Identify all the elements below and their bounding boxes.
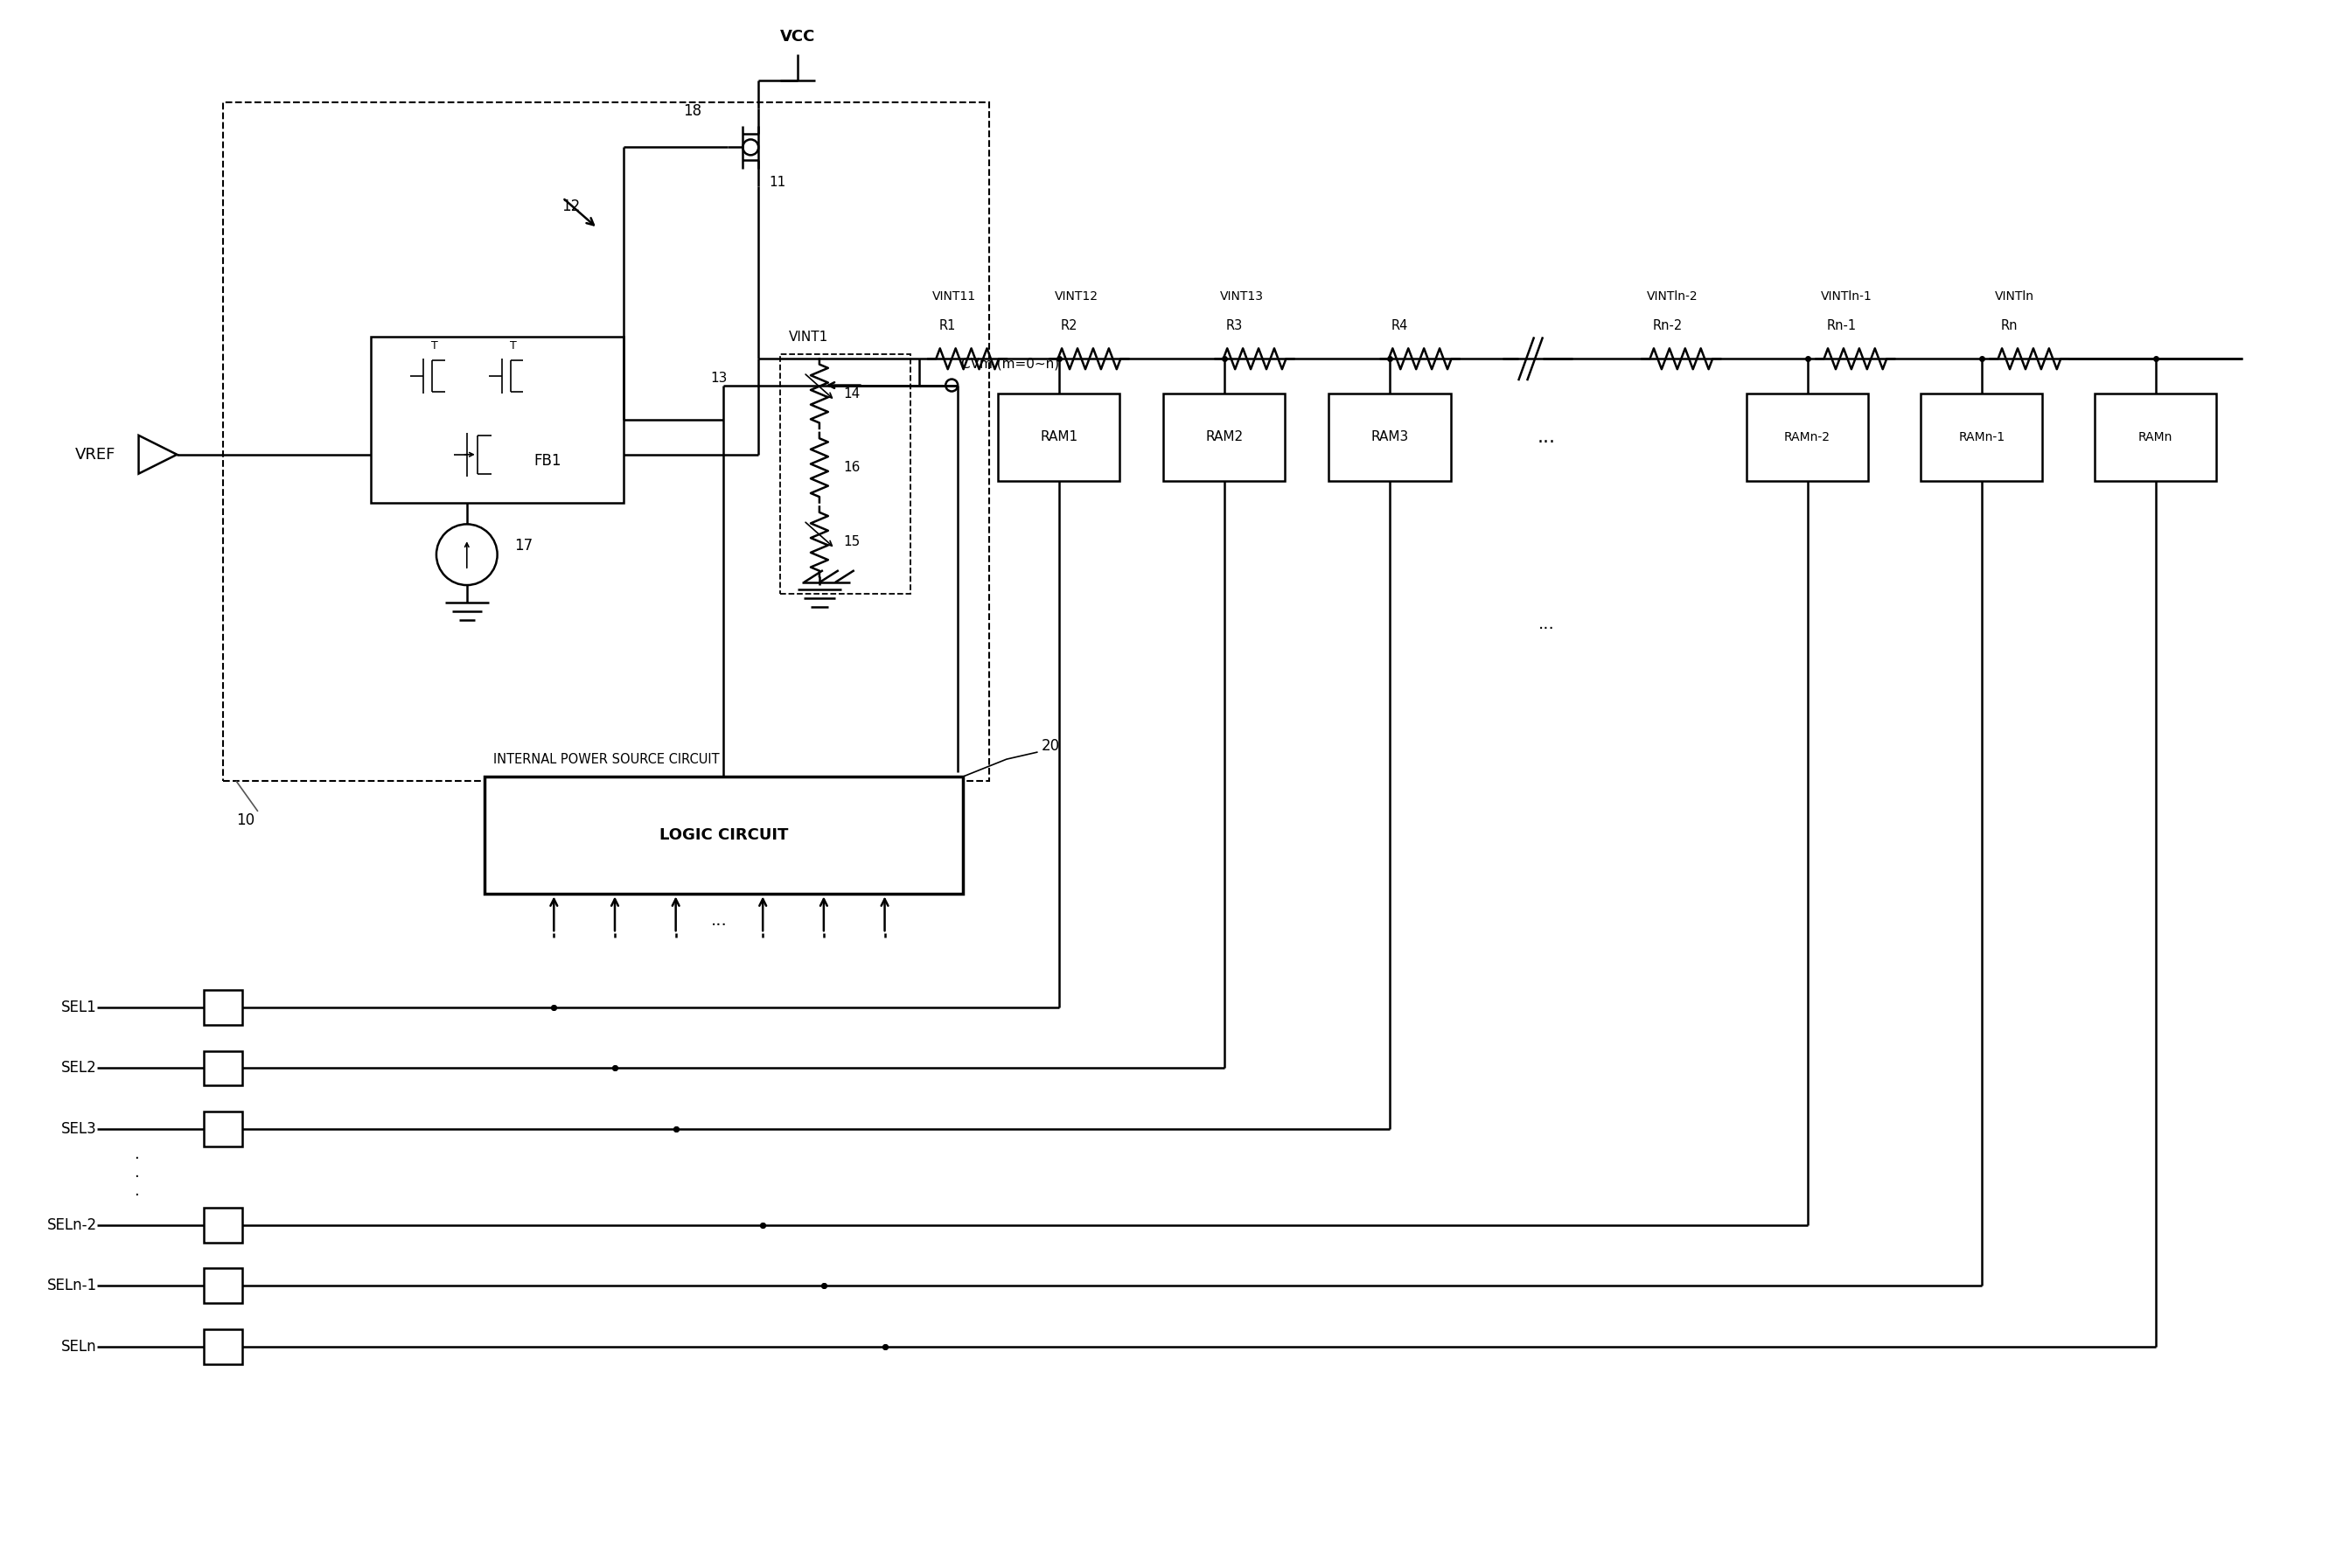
- Bar: [223, 102, 989, 781]
- Text: VINT1: VINT1: [790, 331, 830, 343]
- Text: R1: R1: [938, 320, 956, 332]
- Text: CVm (m=0~n): CVm (m=0~n): [961, 358, 1060, 370]
- Text: SEL2: SEL2: [61, 1060, 96, 1076]
- Text: FB1: FB1: [533, 453, 562, 469]
- Text: 13: 13: [710, 372, 728, 384]
- Text: VINTln-1: VINTln-1: [1821, 290, 1873, 303]
- Text: ...: ...: [1539, 616, 1553, 632]
- Text: 16: 16: [844, 461, 860, 474]
- Text: T: T: [432, 340, 437, 351]
- Bar: [204, 1330, 242, 1364]
- Text: R4: R4: [1391, 320, 1408, 332]
- Bar: [484, 776, 963, 894]
- Text: VINT11: VINT11: [933, 290, 975, 303]
- Text: Rn-1: Rn-1: [1826, 320, 1856, 332]
- Bar: [1746, 394, 1868, 481]
- Bar: [1163, 394, 1285, 481]
- Bar: [371, 337, 623, 502]
- Text: 17: 17: [515, 538, 533, 554]
- Text: 10: 10: [235, 812, 254, 828]
- Text: RAM2: RAM2: [1206, 431, 1243, 444]
- Text: SEL3: SEL3: [61, 1121, 96, 1137]
- Text: VINT12: VINT12: [1055, 290, 1097, 303]
- Text: Rn-2: Rn-2: [1652, 320, 1683, 332]
- Bar: [204, 1269, 242, 1303]
- Text: 12: 12: [562, 199, 580, 215]
- Text: SELn: SELn: [61, 1339, 96, 1355]
- Text: LOGIC CIRCUIT: LOGIC CIRCUIT: [660, 828, 787, 844]
- Bar: [1328, 394, 1450, 481]
- Bar: [204, 1051, 242, 1085]
- Text: INTERNAL POWER SOURCE CIRCUIT: INTERNAL POWER SOURCE CIRCUIT: [494, 753, 719, 765]
- Text: 14: 14: [844, 387, 860, 400]
- Bar: [204, 989, 242, 1024]
- Text: R3: R3: [1227, 320, 1243, 332]
- Text: ·
·
·: · · ·: [134, 1151, 139, 1203]
- Text: ...: ...: [712, 913, 728, 928]
- Bar: [1920, 394, 2042, 481]
- Bar: [204, 1207, 242, 1242]
- Text: SEL1: SEL1: [61, 999, 96, 1014]
- Text: VINTln: VINTln: [1995, 290, 2035, 303]
- Bar: [2094, 394, 2216, 481]
- Text: VINTln-2: VINTln-2: [1647, 290, 1697, 303]
- Text: 18: 18: [684, 103, 703, 119]
- Text: RAMn-2: RAMn-2: [1784, 431, 1831, 444]
- Text: RAM1: RAM1: [1041, 431, 1079, 444]
- Bar: [780, 354, 912, 594]
- Text: VCC: VCC: [780, 28, 815, 44]
- Text: VREF: VREF: [75, 447, 115, 463]
- Text: RAM3: RAM3: [1370, 431, 1408, 444]
- Text: RAMn: RAMn: [2138, 431, 2174, 444]
- Text: ...: ...: [1537, 428, 1556, 445]
- Bar: [999, 394, 1119, 481]
- Bar: [204, 1112, 242, 1146]
- Text: T: T: [510, 340, 517, 351]
- Text: R2: R2: [1060, 320, 1079, 332]
- Text: SELn-2: SELn-2: [47, 1217, 96, 1232]
- Text: 15: 15: [844, 535, 860, 549]
- Text: RAMn-1: RAMn-1: [1958, 431, 2005, 444]
- Text: SELn-1: SELn-1: [47, 1278, 96, 1294]
- Text: Rn: Rn: [2000, 320, 2019, 332]
- Text: VINT13: VINT13: [1220, 290, 1264, 303]
- Text: 11: 11: [768, 176, 785, 188]
- Text: 20: 20: [1041, 739, 1060, 754]
